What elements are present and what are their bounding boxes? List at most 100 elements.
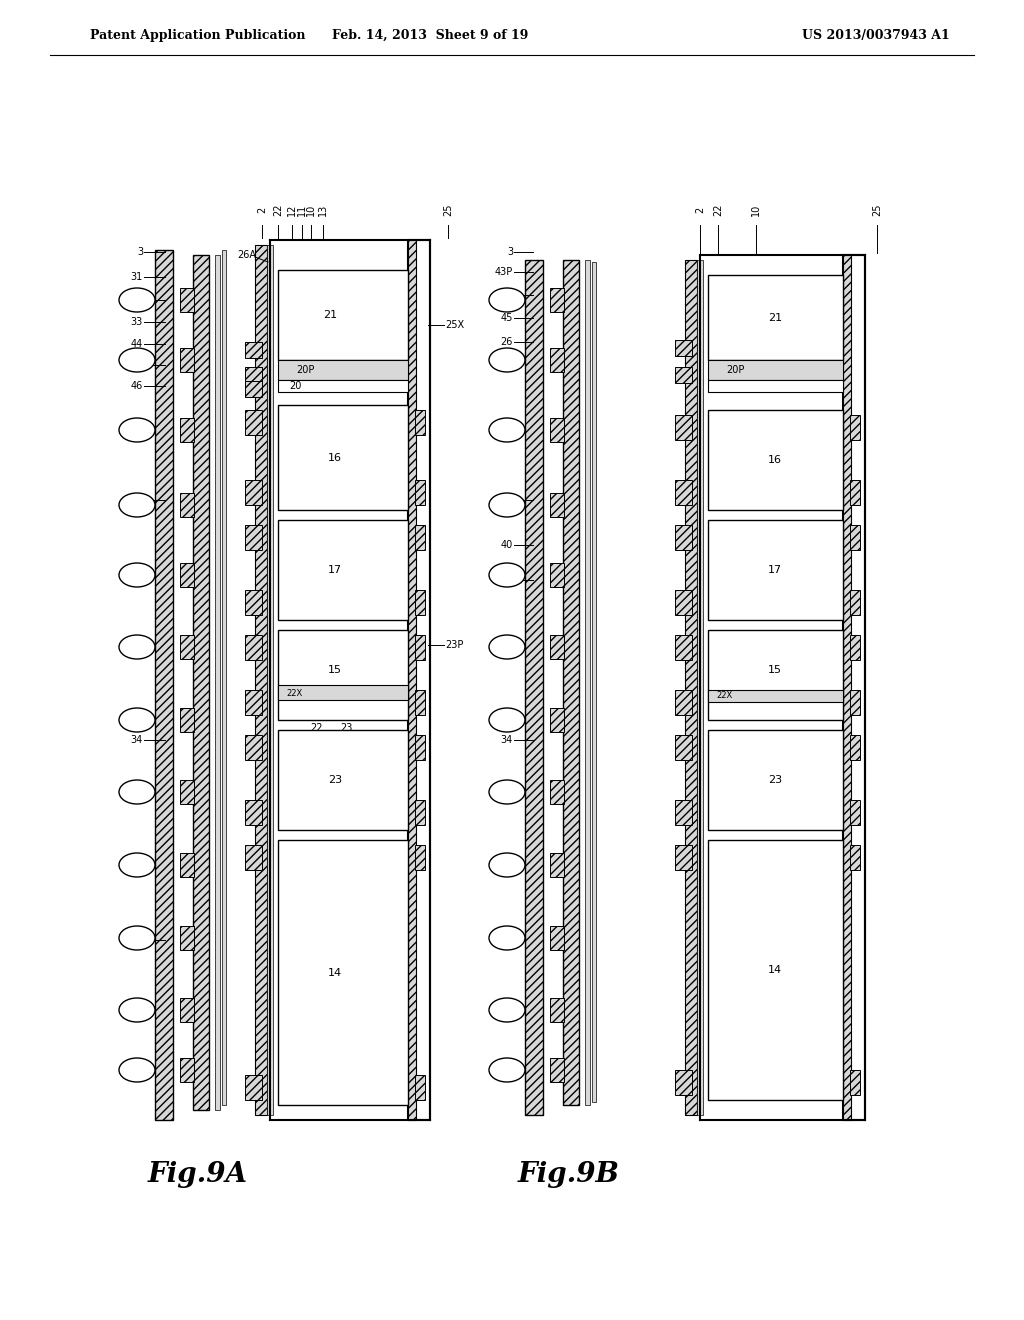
Text: 2: 2	[257, 207, 267, 213]
Ellipse shape	[119, 1059, 155, 1082]
Bar	[180, 492, 194, 517]
Bar	[550, 288, 564, 312]
Text: 43P: 43P	[495, 267, 513, 277]
Text: 22: 22	[713, 203, 723, 216]
Text: 26: 26	[501, 337, 513, 347]
Bar	[850, 480, 860, 506]
Bar	[675, 480, 692, 506]
Bar	[415, 1074, 425, 1100]
Bar	[708, 630, 843, 719]
Text: 40: 40	[501, 540, 513, 550]
Bar	[415, 800, 425, 825]
Text: 16: 16	[768, 455, 782, 465]
Ellipse shape	[119, 780, 155, 804]
Text: 34: 34	[501, 735, 513, 744]
Text: 46: 46	[131, 381, 143, 391]
Ellipse shape	[119, 708, 155, 733]
Bar	[525, 260, 543, 1115]
Bar	[850, 800, 860, 825]
Text: 20P: 20P	[296, 366, 314, 375]
Bar	[550, 635, 564, 659]
Bar	[675, 414, 692, 440]
Bar	[278, 840, 408, 1105]
Bar	[415, 525, 425, 550]
Text: 17: 17	[328, 565, 342, 576]
Text: 43: 43	[501, 290, 513, 300]
Bar	[850, 414, 860, 440]
Bar	[245, 690, 262, 715]
Text: 23P: 23P	[445, 640, 464, 649]
Bar	[278, 380, 408, 392]
Bar	[180, 288, 194, 312]
Bar	[708, 730, 843, 830]
Text: 20P: 20P	[726, 366, 744, 375]
Text: 21: 21	[323, 310, 337, 319]
Text: 22: 22	[273, 203, 283, 216]
Bar	[180, 635, 194, 659]
Bar	[245, 367, 262, 383]
Text: 23: 23	[768, 775, 782, 785]
Bar	[245, 635, 262, 660]
Text: 22: 22	[310, 723, 323, 733]
Bar	[550, 853, 564, 876]
Bar	[550, 564, 564, 587]
Ellipse shape	[489, 288, 525, 312]
Text: Patent Application Publication: Patent Application Publication	[90, 29, 305, 41]
Ellipse shape	[119, 288, 155, 312]
Ellipse shape	[489, 348, 525, 372]
Bar	[245, 411, 262, 436]
Bar	[675, 690, 692, 715]
Bar	[550, 780, 564, 804]
Bar	[415, 735, 425, 760]
Text: 3: 3	[507, 247, 513, 257]
Text: 45: 45	[131, 360, 143, 370]
Bar	[675, 635, 692, 660]
Bar	[675, 800, 692, 825]
Bar	[708, 840, 843, 1100]
Bar	[222, 249, 226, 1105]
Bar	[408, 240, 416, 1119]
Bar	[245, 1074, 262, 1100]
Bar	[180, 564, 194, 587]
Bar	[708, 411, 843, 510]
Bar	[245, 735, 262, 760]
Bar	[415, 590, 425, 615]
Bar	[685, 260, 697, 1115]
Bar	[850, 845, 860, 870]
Text: 32: 32	[131, 495, 143, 506]
Text: 25: 25	[443, 203, 453, 216]
Bar	[245, 525, 262, 550]
Bar	[245, 590, 262, 615]
Ellipse shape	[119, 927, 155, 950]
Text: 43P: 43P	[125, 935, 143, 945]
Bar	[245, 845, 262, 870]
Bar	[245, 342, 262, 358]
Text: 26A: 26A	[237, 249, 256, 260]
Bar	[675, 341, 692, 356]
Bar	[415, 411, 425, 436]
Bar	[585, 260, 590, 1105]
Ellipse shape	[489, 635, 525, 659]
Bar	[843, 255, 865, 1119]
Ellipse shape	[119, 853, 155, 876]
Ellipse shape	[119, 635, 155, 659]
Bar	[850, 735, 860, 760]
Bar	[180, 780, 194, 804]
Bar	[550, 418, 564, 442]
Bar	[850, 635, 860, 660]
Bar	[850, 590, 860, 615]
Ellipse shape	[119, 348, 155, 372]
Bar	[550, 348, 564, 372]
Text: 23: 23	[328, 775, 342, 785]
Bar	[592, 261, 596, 1102]
Bar	[563, 260, 579, 1105]
Bar	[708, 690, 843, 702]
Bar	[675, 845, 692, 870]
Text: 21: 21	[768, 313, 782, 323]
Bar	[180, 708, 194, 733]
Text: 3: 3	[137, 247, 143, 257]
Bar	[550, 998, 564, 1022]
Bar	[708, 275, 843, 360]
Text: US 2013/0037943 A1: US 2013/0037943 A1	[802, 29, 950, 41]
Bar	[550, 1059, 564, 1082]
